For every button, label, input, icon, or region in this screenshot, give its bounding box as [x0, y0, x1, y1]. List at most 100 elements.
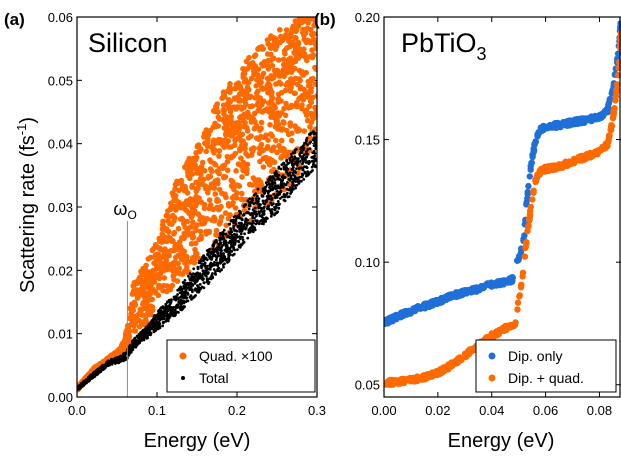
quad-point [293, 100, 300, 106]
total-point [158, 308, 162, 312]
total-point [181, 287, 184, 291]
quad-point [152, 267, 158, 273]
total-point [154, 319, 158, 322]
total-point [181, 281, 185, 284]
total-point [287, 178, 290, 181]
total-point [238, 225, 242, 229]
quad-point [168, 200, 174, 207]
total-point [303, 170, 307, 174]
total-point [222, 265, 225, 269]
quad-point [180, 201, 187, 207]
quad-point [116, 349, 122, 356]
total-point [190, 298, 193, 301]
dip-only-point [549, 123, 556, 131]
legend-marker-dip-only [488, 352, 496, 360]
total-point [273, 196, 277, 200]
total-point [191, 279, 195, 282]
total-point [195, 275, 198, 278]
quad-point [214, 101, 220, 107]
quad-point [188, 241, 195, 247]
total-point [239, 232, 243, 236]
total-point [274, 170, 278, 173]
panel-b-points [384, 20, 621, 388]
quad-point [281, 105, 287, 112]
quad-point [292, 65, 298, 72]
quad-point [218, 214, 225, 220]
omega-o-annotation: ωO [113, 199, 136, 222]
total-point [279, 185, 283, 189]
quad-point [186, 259, 193, 266]
dip-quad-point [387, 376, 394, 384]
quad-point [157, 238, 163, 244]
legend-box [166, 339, 316, 393]
total-point [301, 162, 304, 166]
dip-only-point [400, 310, 407, 317]
total-point [157, 326, 161, 329]
quad-point [241, 70, 248, 77]
total-point [240, 222, 244, 226]
total-point [202, 281, 206, 284]
quad-point [184, 198, 191, 204]
quad-point [167, 235, 173, 241]
quad-point [167, 286, 173, 293]
quad-point [205, 136, 211, 142]
total-point [229, 245, 233, 249]
total-point [262, 188, 265, 191]
dip-quad-point [407, 375, 415, 382]
quad-point [300, 72, 307, 78]
quad-point [228, 177, 234, 184]
legend-label-dip-only: Dip. only [508, 348, 562, 364]
quad-point [308, 26, 314, 33]
dip-only-point [426, 303, 433, 310]
quad-point [148, 274, 154, 281]
total-point [312, 130, 315, 134]
quad-point [249, 182, 256, 188]
total-point [183, 279, 187, 282]
quad-point [295, 126, 301, 132]
quad-point [265, 137, 271, 143]
total-point [197, 273, 201, 277]
total-point [192, 267, 196, 271]
total-point [291, 187, 295, 190]
total-point [164, 307, 168, 311]
total-point [235, 229, 239, 233]
quad-point [192, 246, 198, 253]
quad-point [148, 308, 154, 315]
quad-point [268, 57, 274, 64]
quad-point [176, 187, 182, 194]
total-point [198, 261, 202, 264]
total-point [300, 147, 303, 150]
y-axis-title-main: Scattering rate (fs [17, 135, 39, 293]
quad-point [257, 158, 263, 165]
quad-point [172, 259, 178, 265]
quad-point [287, 120, 294, 126]
dip-quad-point [430, 370, 438, 377]
quad-point [134, 295, 141, 301]
quad-point [136, 323, 143, 330]
total-point [196, 284, 199, 287]
quad-point [255, 46, 261, 52]
dip-only-point [600, 111, 607, 119]
total-point [239, 243, 243, 247]
panel-a-y-tick-label: 0.00 [48, 390, 73, 405]
total-point [276, 176, 280, 179]
series-total [77, 130, 317, 391]
quad-point [287, 67, 293, 74]
quad-point [278, 81, 284, 87]
quad-point [243, 150, 249, 157]
total-point [289, 188, 292, 191]
dip-only-point [384, 316, 391, 323]
quad-point [314, 93, 317, 99]
quad-point [121, 338, 128, 345]
total-point [220, 232, 224, 235]
dip-only-point [535, 129, 542, 136]
total-point [248, 197, 252, 201]
total-point [292, 162, 296, 166]
quad-point [271, 103, 278, 109]
total-point [258, 214, 262, 218]
quad-point [149, 304, 156, 311]
total-point [80, 382, 83, 385]
quad-point [191, 224, 198, 231]
panel-b-y-tick-label: 0.05 [355, 378, 380, 393]
quad-point [190, 219, 196, 225]
